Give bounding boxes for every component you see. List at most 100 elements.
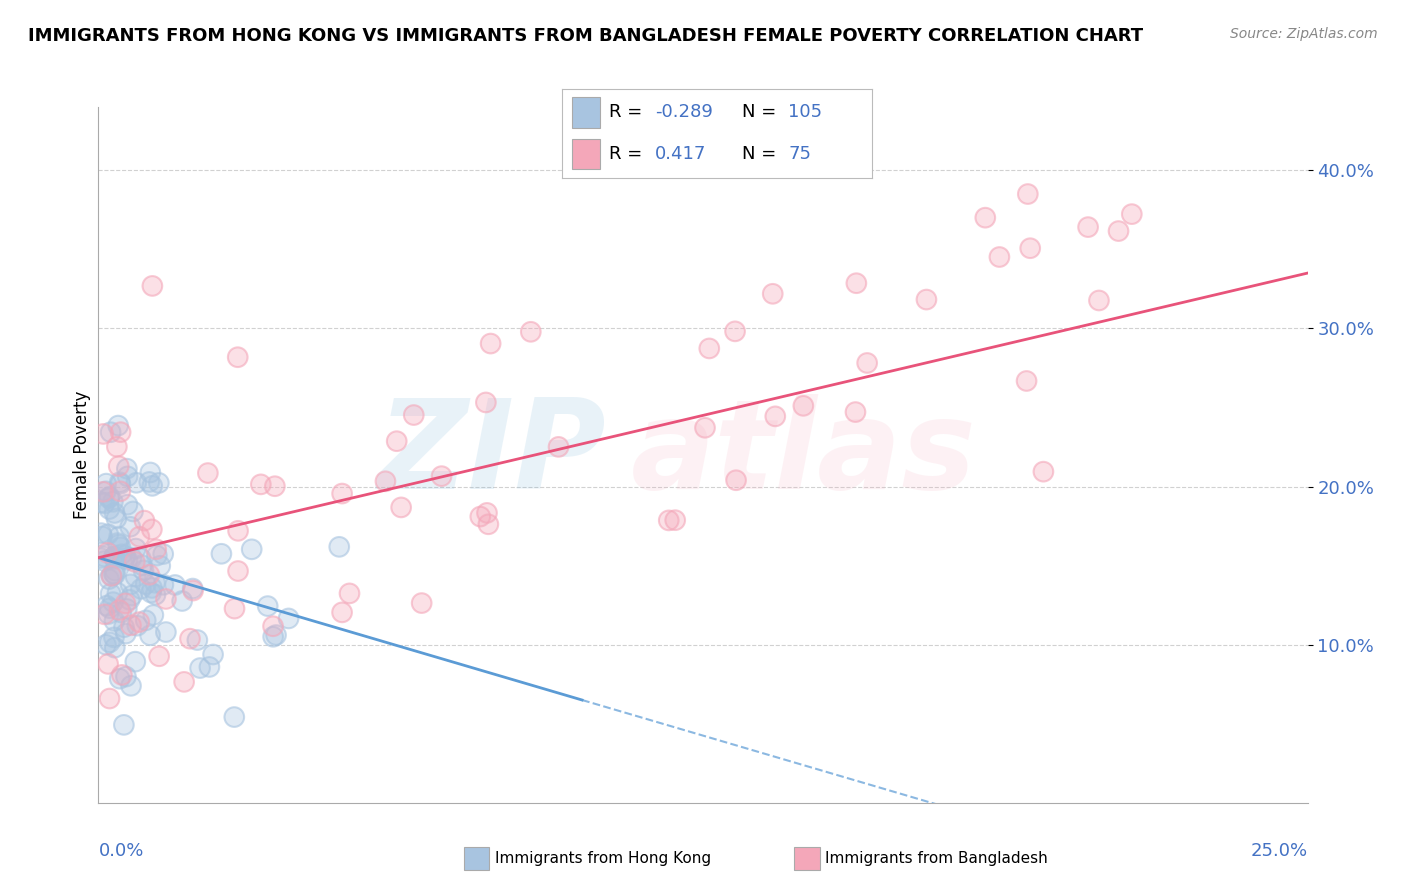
Point [856, 356, 879, 370]
Point [103, 614, 125, 628]
Point [108, 530, 131, 544]
Point [110, 541, 132, 555]
Point [112, 718, 135, 732]
Point [115, 670, 138, 684]
Point [658, 513, 681, 527]
Point [475, 506, 498, 520]
Point [763, 409, 786, 424]
Point [330, 486, 353, 500]
Point [1108, 224, 1130, 238]
Point [664, 513, 686, 527]
Point [762, 286, 785, 301]
Point [98, 502, 121, 516]
Point [91, 484, 114, 499]
Text: 25.0%: 25.0% [1250, 842, 1308, 860]
Point [110, 541, 132, 555]
Point [330, 606, 353, 620]
Point [470, 509, 492, 524]
Point [91, 495, 114, 509]
Point [129, 582, 152, 596]
Point [262, 630, 284, 644]
Point [120, 679, 142, 693]
Point [125, 475, 148, 490]
Point [110, 484, 132, 499]
Point [479, 336, 502, 351]
Point [1121, 207, 1143, 221]
Point [103, 551, 125, 566]
Point [127, 618, 149, 632]
Point [108, 603, 131, 617]
Point [110, 606, 132, 620]
Point [110, 476, 132, 491]
Point [93, 549, 115, 564]
Point [1077, 220, 1099, 235]
Point [103, 549, 125, 564]
Text: 105: 105 [789, 103, 823, 121]
Point [98, 490, 121, 504]
Point [91, 484, 114, 499]
Point [411, 596, 433, 610]
Point [107, 459, 129, 474]
Point [118, 592, 141, 607]
Point [724, 324, 747, 338]
Point [112, 620, 135, 634]
Point [152, 578, 174, 592]
Point [128, 530, 150, 544]
Point [974, 211, 997, 225]
Point [128, 530, 150, 544]
Point [198, 660, 221, 674]
Point [250, 477, 273, 491]
Point [430, 469, 453, 483]
Point [762, 286, 785, 301]
Point [374, 475, 396, 489]
Point [97, 572, 120, 586]
Point [152, 578, 174, 592]
Point [97, 607, 120, 621]
Point [143, 575, 166, 590]
Point [93, 496, 115, 510]
Point [124, 570, 146, 584]
Point [100, 568, 122, 582]
Point [107, 586, 129, 600]
Point [139, 466, 162, 480]
Point [139, 466, 162, 480]
Point [1032, 465, 1054, 479]
Point [1108, 224, 1130, 238]
Point [226, 564, 249, 578]
Point [697, 342, 720, 356]
Point [125, 541, 148, 556]
Point [224, 601, 246, 615]
Point [1017, 187, 1039, 202]
Point [96, 599, 118, 613]
Point [134, 514, 156, 528]
Point [664, 513, 686, 527]
Point [188, 661, 211, 675]
Point [97, 527, 120, 541]
Text: R =: R = [609, 145, 648, 163]
Point [96, 546, 118, 560]
Point [224, 601, 246, 615]
Point [139, 585, 162, 599]
Point [197, 466, 219, 480]
Point [411, 596, 433, 610]
Point [100, 425, 122, 440]
Point [97, 491, 120, 506]
Point [163, 578, 186, 592]
Point [226, 524, 249, 538]
Point [120, 679, 142, 693]
Point [105, 440, 128, 454]
Point [141, 581, 163, 595]
Point [93, 496, 115, 510]
Point [139, 628, 162, 642]
Point [131, 558, 153, 573]
Point [181, 582, 204, 596]
Text: Immigrants from Hong Kong: Immigrants from Hong Kong [495, 852, 711, 866]
Point [104, 564, 127, 578]
Point [120, 520, 142, 534]
Point [547, 440, 569, 454]
Point [138, 567, 160, 582]
Point [108, 475, 131, 490]
Point [141, 479, 163, 493]
Point [100, 569, 122, 583]
Point [117, 469, 139, 483]
